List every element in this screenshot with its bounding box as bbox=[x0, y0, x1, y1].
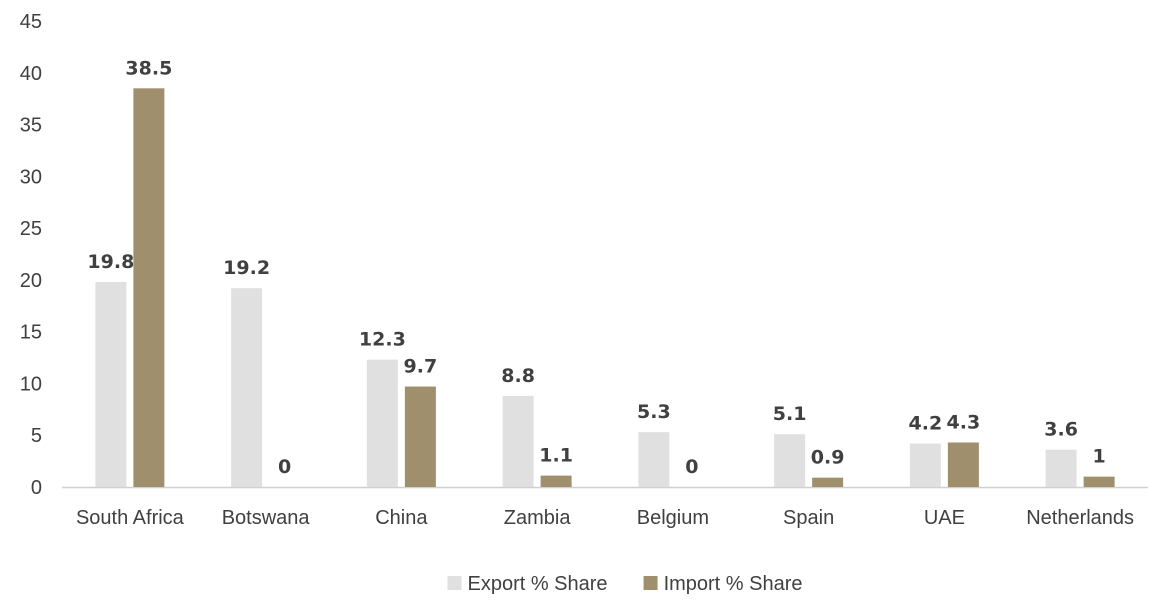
legend-label-export-share: Export % Share bbox=[467, 573, 607, 595]
data-label-botswana-import-share: 0 bbox=[278, 456, 291, 478]
bar-netherlands-export-share bbox=[1045, 449, 1077, 487]
data-label-spain-export-share: 5.1 bbox=[773, 403, 807, 425]
data-label-belgium-export-share: 5.3 bbox=[637, 401, 671, 423]
data-label-zambia-import-share: 1.1 bbox=[539, 445, 573, 467]
bar-spain-export-share bbox=[774, 434, 806, 487]
y-tick-label: 10 bbox=[20, 373, 42, 395]
y-tick-label: 25 bbox=[20, 218, 42, 240]
y-axis-ticks: 0 5 10 15 20 25 30 35 40 45 bbox=[20, 11, 42, 499]
y-tick-label: 0 bbox=[31, 477, 42, 499]
legend-swatch-export-share bbox=[447, 576, 462, 590]
legend-item-import-share: Import % Share bbox=[643, 573, 803, 595]
data-label-zambia-export-share: 8.8 bbox=[501, 365, 535, 387]
bar-netherlands-import-share bbox=[1083, 476, 1115, 487]
category-labels: South Africa Botswana China Zambia Belgium Sp… bbox=[76, 507, 1134, 529]
data-labels: 19.8 38.5 19.2 0 12.3 9.7 8.8 1.1 5.3 0 5.10.9 4.2 4… bbox=[87, 57, 1105, 478]
bar-botswana-export-share bbox=[231, 288, 263, 487]
bar-spain-import-share bbox=[812, 477, 844, 487]
bar-uae-import-share bbox=[947, 442, 979, 487]
bar-china-export-share bbox=[366, 359, 398, 487]
bars bbox=[95, 88, 1115, 488]
data-label-south-africa-import-share: 38.5 bbox=[125, 57, 172, 79]
x-tick-label-zambia: Zambia bbox=[504, 507, 572, 529]
x-tick-label-spain: Spain bbox=[783, 507, 834, 529]
data-label-china-import-share: 9.7 bbox=[404, 356, 438, 378]
y-tick-label: 15 bbox=[20, 322, 42, 344]
data-label-spain-import-share: 0.9 bbox=[811, 447, 845, 469]
data-label-uae-import-share: 4.3 bbox=[947, 411, 981, 433]
x-tick-label-uae: UAE bbox=[924, 507, 965, 529]
legend-label-import-share: Import % Share bbox=[664, 573, 803, 595]
bar-zambia-import-share bbox=[540, 475, 572, 487]
x-tick-label-netherlands: Netherlands bbox=[1026, 507, 1134, 529]
y-tick-label: 20 bbox=[20, 270, 42, 292]
y-tick-label: 5 bbox=[31, 425, 42, 447]
bar-china-import-share bbox=[404, 386, 436, 487]
x-tick-label-belgium: Belgium bbox=[637, 507, 709, 529]
x-tick-label-south-africa: South Africa bbox=[76, 507, 185, 529]
y-tick-label: 45 bbox=[20, 11, 42, 33]
legend-item-export-share: Export % Share bbox=[447, 573, 608, 595]
bar-zambia-export-share bbox=[502, 395, 534, 487]
data-label-botswana-export-share: 19.2 bbox=[223, 257, 270, 279]
y-tick-label: 35 bbox=[20, 115, 42, 137]
x-tick-label-botswana: Botswana bbox=[222, 507, 311, 529]
legend: Export % Share Import % Share bbox=[447, 573, 803, 595]
x-tick-label-china: China bbox=[375, 507, 428, 529]
data-label-netherlands-export-share: 3.6 bbox=[1044, 419, 1078, 441]
bar-south-africa-export-share bbox=[95, 281, 127, 487]
data-label-netherlands-import-share: 1 bbox=[1093, 446, 1106, 468]
bar-belgium-export-share bbox=[638, 432, 670, 487]
data-label-china-export-share: 12.3 bbox=[359, 329, 406, 351]
y-tick-label: 30 bbox=[20, 166, 42, 188]
y-tick-label: 40 bbox=[20, 63, 42, 85]
data-label-belgium-import-share: 0 bbox=[685, 456, 698, 478]
data-label-south-africa-export-share: 19.8 bbox=[87, 251, 134, 273]
legend-swatch-import-share bbox=[643, 576, 658, 590]
bar-south-africa-import-share bbox=[133, 88, 165, 488]
data-label-uae-export-share: 4.2 bbox=[909, 413, 943, 435]
bar-uae-export-share bbox=[909, 443, 941, 487]
